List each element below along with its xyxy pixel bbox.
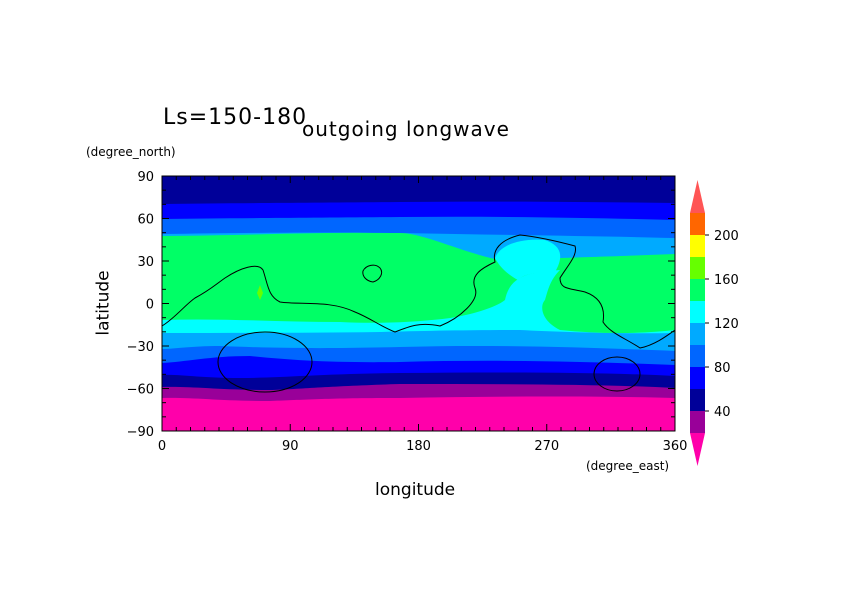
x-tick-label: 90 — [282, 439, 299, 454]
x-axis-label: longitude — [375, 480, 456, 500]
x-tick-label: 270 — [534, 439, 559, 454]
colorbar-segment — [690, 235, 705, 257]
colorbar-tick-label: 40 — [714, 405, 731, 420]
contour-line — [362, 264, 383, 283]
y-tick-label: 90 — [137, 170, 154, 185]
x-tick-label: 0 — [158, 439, 166, 454]
colorbar-under-arrow — [690, 433, 705, 466]
period-label: Ls=150-180 — [163, 105, 308, 130]
x-tick-label: 180 — [406, 439, 431, 454]
colorbar-tick-label: 80 — [714, 361, 731, 376]
contour-line — [593, 356, 641, 392]
contour-field — [162, 176, 675, 431]
y-tick-label: 60 — [137, 213, 154, 228]
y-tick-label: −60 — [127, 383, 154, 398]
axes: 0 90 180 270 360 90 60 30 0 −30 −60 −90 — [127, 170, 688, 454]
y-tick-label: −30 — [127, 340, 154, 355]
y-axis-unit: (degree_north) — [86, 145, 176, 159]
y-tick-label: 30 — [137, 255, 154, 270]
y-tick-label: 0 — [146, 298, 154, 313]
colorbar-tick-label: 200 — [714, 229, 739, 244]
colorbar-over-arrow — [690, 180, 705, 213]
colorbar-segment — [690, 213, 705, 235]
colorbar-segment — [690, 389, 705, 411]
colorbar-segment — [690, 323, 705, 345]
colorbar-segment — [690, 257, 705, 279]
cyan-tongue — [495, 239, 561, 280]
x-tick-label: 360 — [663, 439, 688, 454]
chart-title: outgoing longwave — [302, 117, 510, 141]
colorbar-segment — [690, 279, 705, 301]
colorbar-tick-label: 120 — [714, 317, 739, 332]
y-tick-label: −90 — [127, 425, 154, 440]
x-axis-unit: (degree_east) — [586, 459, 670, 473]
contour-line — [217, 331, 313, 393]
colorbar: 40 80 120 160 200 — [690, 180, 739, 466]
colorbar-tick-label: 160 — [714, 273, 739, 288]
colorbar-segment — [690, 411, 705, 433]
colorbar-segment — [690, 301, 705, 323]
outline-contours — [162, 234, 675, 393]
contour-line — [162, 234, 675, 349]
green-spot — [257, 285, 263, 300]
colorbar-segment — [690, 345, 705, 367]
colorbar-segment — [690, 367, 705, 389]
